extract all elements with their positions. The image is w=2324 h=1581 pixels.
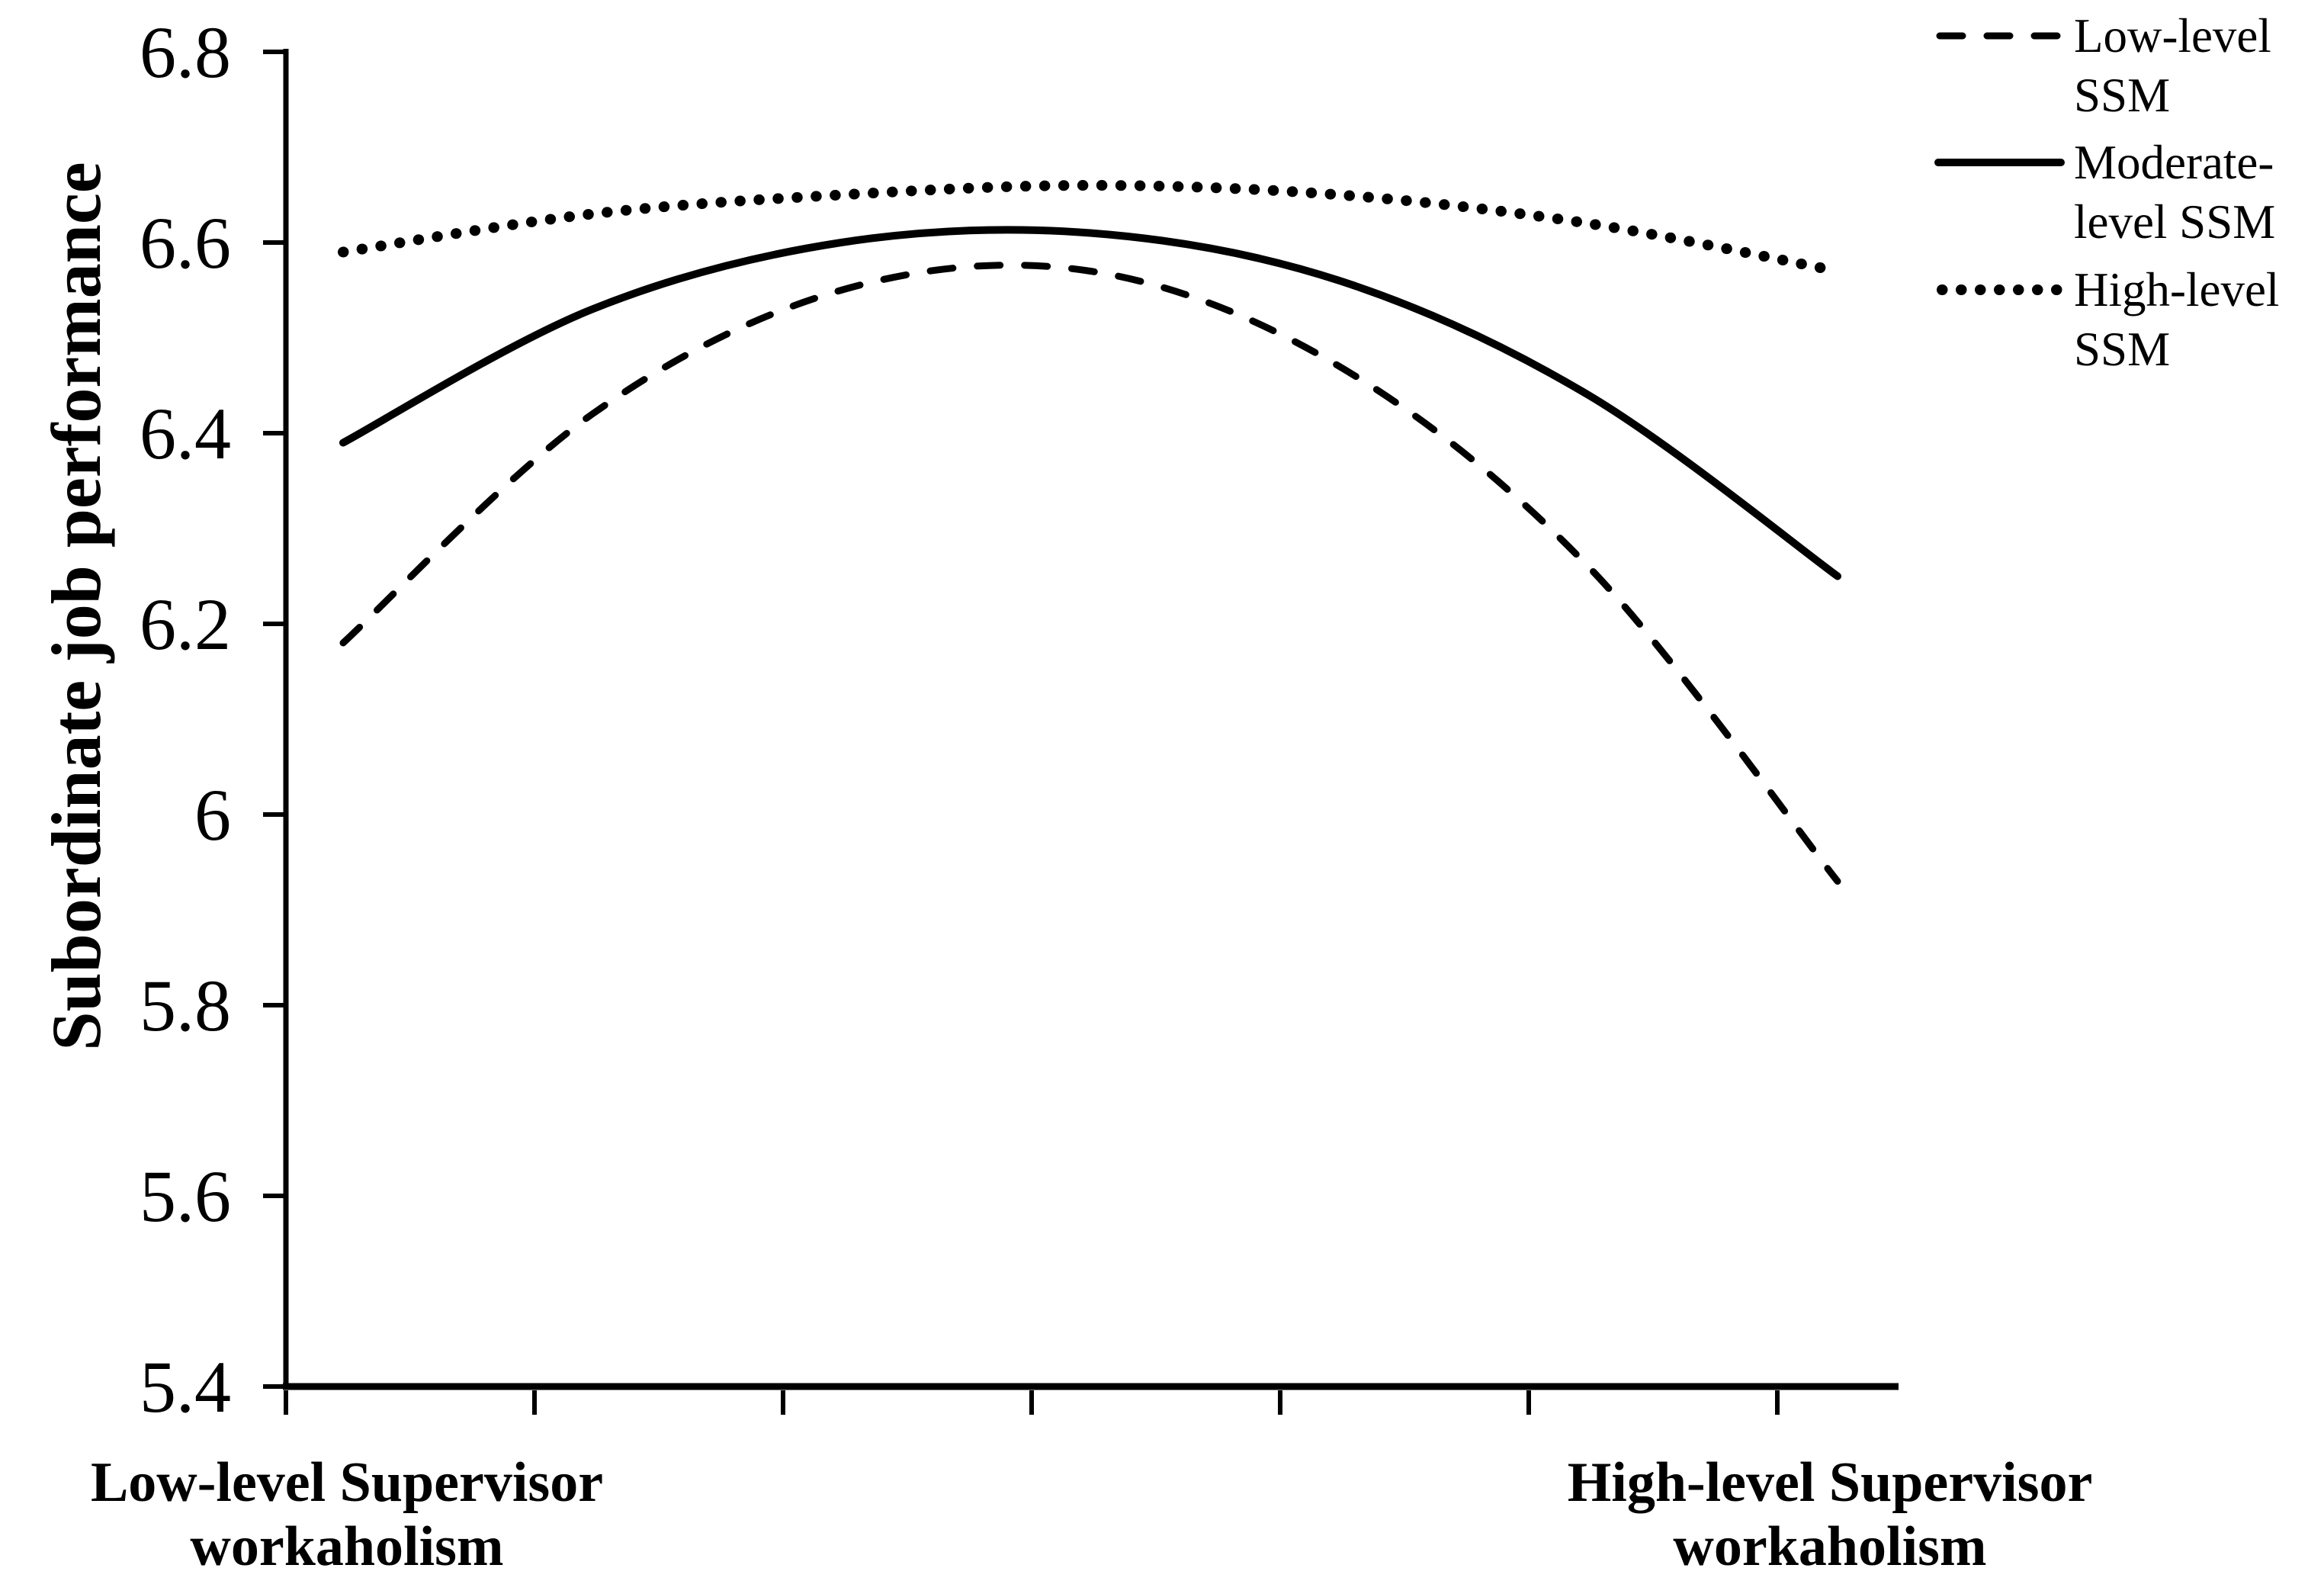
y-tick-label: 6.6 xyxy=(140,202,231,284)
legend-label-high: High-level SSM xyxy=(2074,263,2280,376)
series-high-level-ssm xyxy=(338,179,1843,277)
legend-entry-moderate: Moderate- level SSM xyxy=(1934,133,2324,255)
legend-dotted-line-icon xyxy=(1937,284,2064,295)
legend: Low-level SSM Moderate- level SSM High-l… xyxy=(1934,6,2324,403)
y-tick-label: 5.4 xyxy=(140,1346,231,1428)
y-tick-label: 5.8 xyxy=(140,965,231,1046)
series-moderate-level-ssm xyxy=(339,226,1841,580)
y-tick-label: 6.4 xyxy=(140,393,231,474)
y-tick-label: 6.2 xyxy=(140,583,231,665)
y-tick-label: 5.6 xyxy=(140,1155,231,1237)
x-axis-label-high: High-level Supervisor workaholism xyxy=(1567,1451,2093,1578)
y-axis-title: Subordinate job performance xyxy=(37,162,115,1051)
legend-dashed-line-icon xyxy=(1936,32,2063,40)
legend-entry-high: High-level SSM xyxy=(1937,260,2324,382)
x-axis-label-low: Low-level Supervisor workaholism xyxy=(90,1451,604,1578)
legend-entry-low: Low-level SSM xyxy=(1936,6,2324,128)
legend-label-low: Low-level SSM xyxy=(2074,9,2271,122)
series-low-level-ssm xyxy=(339,262,1841,885)
legend-label-moderate: Moderate- level SSM xyxy=(2074,136,2276,249)
y-tick-label: 6 xyxy=(194,774,231,856)
legend-solid-line-icon xyxy=(1934,159,2065,166)
y-tick-label: 6.8 xyxy=(140,11,231,93)
